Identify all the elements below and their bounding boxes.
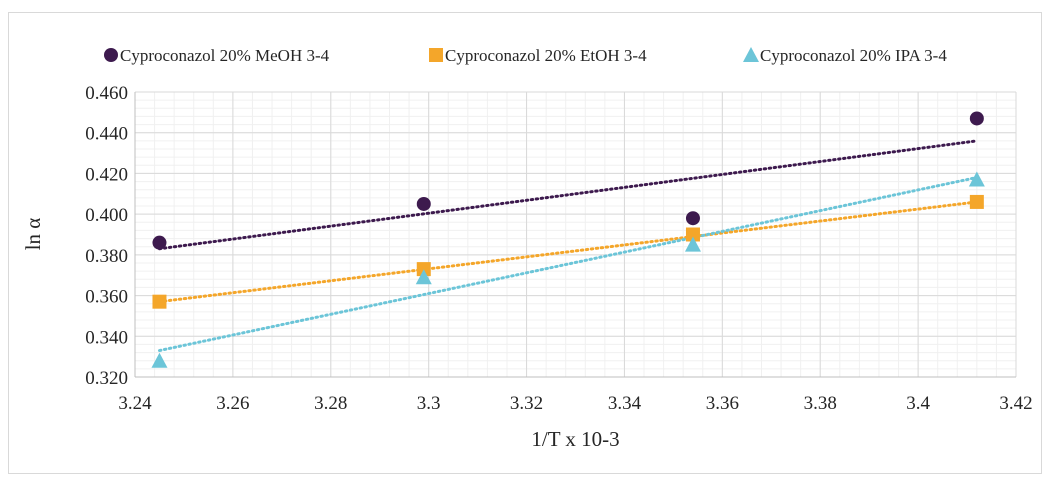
data-point-circle — [685, 211, 700, 226]
data-point-square — [969, 194, 984, 209]
x-tick-label: 3.4 — [906, 393, 930, 414]
legend-label: Cyproconazol 20% IPA 3-4 — [760, 46, 947, 65]
data-point-triangle — [968, 171, 985, 187]
data-point-square — [685, 227, 700, 242]
legend-marker-square — [429, 48, 443, 62]
trendline-triangle — [157, 176, 979, 353]
legend-label: Cyproconazol 20% EtOH 3-4 — [445, 46, 647, 65]
y-tick-label: 0.440 — [85, 124, 128, 145]
legend-item: Cyproconazol 20% IPA 3-4 — [743, 46, 947, 65]
data-point-triangle — [415, 269, 432, 285]
x-tick-label: 3.42 — [999, 393, 1032, 414]
y-tick-label: 0.400 — [85, 205, 128, 226]
x-axis-title: 1/T x 10-3 — [531, 427, 619, 451]
axes-layer: 3.24 3.26 3.28 3.3 3.32 3.34 3.36 3.38 3.4 3.42 0.… — [85, 83, 1032, 414]
trendline-circle — [157, 139, 979, 251]
data-point-triangle — [151, 352, 168, 368]
legend: Cyproconazol 20% MeOH 3-4 Cyproconazol 20… — [104, 46, 947, 65]
legend-item: Cyproconazol 20% EtOH 3-4 — [429, 46, 647, 65]
x-tick-label: 3.26 — [216, 393, 249, 414]
marks-layer — [151, 111, 985, 368]
data-point-square — [416, 262, 431, 277]
y-tick-label: 0.420 — [85, 164, 128, 185]
legend-label: Cyproconazol 20% MeOH 3-4 — [120, 46, 330, 65]
data-point-circle — [416, 196, 431, 211]
x-tick-label: 3.38 — [804, 393, 837, 414]
chart-frame — [8, 12, 1042, 474]
legend-marker-triangle — [743, 47, 759, 62]
x-tick-label: 3.3 — [417, 393, 441, 414]
data-point-circle — [152, 235, 167, 250]
legend-item: Cyproconazol 20% MeOH 3-4 — [104, 46, 330, 65]
data-point-triangle — [684, 236, 701, 252]
data-point-circle — [969, 111, 984, 126]
trendline-square — [157, 200, 979, 304]
y-tick-label: 0.360 — [85, 287, 128, 308]
data-point-square — [152, 294, 167, 309]
x-tick-label: 3.36 — [706, 393, 739, 414]
grid-layer — [135, 91, 1017, 377]
y-tick-label: 0.320 — [85, 368, 128, 389]
x-tick-label: 3.32 — [510, 393, 543, 414]
legend-marker-circle — [104, 48, 118, 62]
y-tick-label: 0.340 — [85, 327, 128, 348]
trendline-layer — [157, 139, 979, 353]
x-tick-label: 3.24 — [118, 393, 152, 414]
x-tick-label: 3.28 — [314, 393, 347, 414]
y-tick-label: 0.460 — [85, 83, 128, 104]
y-tick-label: 0.380 — [85, 246, 128, 267]
y-axis-title: ln α — [21, 218, 45, 251]
x-tick-label: 3.34 — [608, 393, 642, 414]
